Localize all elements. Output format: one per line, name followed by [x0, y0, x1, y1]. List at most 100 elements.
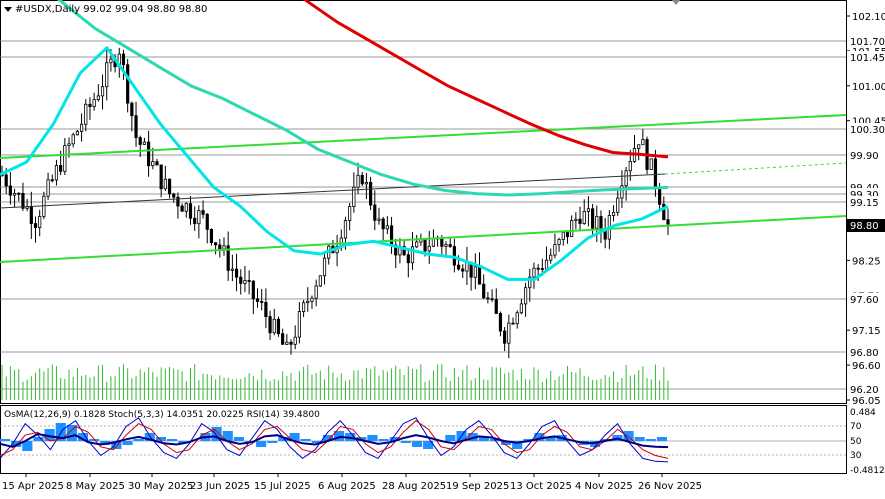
level-tag-label: 99.15 [850, 198, 879, 209]
candle-body [159, 164, 163, 190]
ma-fast-line [0, 46, 669, 281]
candle-body [176, 196, 180, 207]
candle-body [105, 62, 109, 88]
osma-bar [144, 433, 155, 441]
middle-trend-line [0, 173, 666, 209]
ma-slow-line [302, 0, 669, 159]
svg-text:#USDX,Daily 99.02 99.04 98.80: #USDX,Daily 99.02 99.04 98.80 98.80 [15, 4, 207, 15]
middle-trend-extension [664, 162, 847, 175]
candle-body [126, 64, 130, 104]
candle-body [264, 301, 268, 318]
candle-body [352, 186, 356, 207]
indicator-axis: 0.484 70 50 30 -0.4812 [850, 408, 885, 476]
candle-body [226, 245, 230, 271]
time-tick-label: 26 Nov 2025 [638, 481, 702, 492]
candle-body [369, 181, 373, 206]
level-tag-bg [847, 293, 885, 305]
candle-body [658, 186, 662, 205]
candle-body [549, 254, 553, 261]
chevron-down-icon[interactable] [4, 7, 12, 12]
osma-bar [66, 425, 77, 441]
time-tick-label: 15 Jul 2025 [254, 481, 311, 492]
osma-bar [0, 439, 11, 441]
current-price-tag: 98.80 [847, 219, 885, 232]
osma-bar [44, 429, 55, 441]
candle-body [285, 341, 289, 345]
osma-bar [478, 437, 489, 441]
candle-body [42, 195, 46, 217]
time-tick-label: 6 Aug 2025 [318, 481, 376, 492]
candle-body [494, 299, 498, 314]
candle-body [205, 213, 209, 230]
candle-body [188, 203, 193, 219]
candle-body [281, 333, 285, 345]
osma-bar [11, 441, 22, 447]
candle-body [557, 239, 561, 246]
candle-body [301, 302, 306, 313]
candle-body [75, 130, 79, 136]
candle-body [616, 197, 620, 213]
candle-body [218, 244, 222, 250]
candle-body [389, 225, 394, 246]
candle-body [239, 276, 243, 284]
indicator-tick-label: 70 [850, 422, 862, 432]
chart-header: #USDX,Daily 99.02 99.04 98.80 98.80 [4, 4, 207, 15]
candle-body [272, 318, 276, 334]
candle-body [532, 267, 536, 278]
candle-body [586, 208, 591, 212]
osma-bar [367, 435, 378, 441]
osma-bar [122, 441, 133, 445]
osma-bar [77, 433, 89, 441]
shift-marker-icon[interactable] [672, 0, 680, 5]
candle-body [536, 267, 540, 270]
candle-body [348, 206, 352, 221]
candle-body [17, 192, 21, 195]
time-tick-label: 4 Nov 2025 [575, 481, 633, 492]
stoch-signal-line [0, 420, 669, 459]
candle-body [310, 297, 314, 302]
time-tick-label: 13 Oct 2025 [510, 481, 572, 492]
level-lines [0, 40, 846, 390]
candle-body [582, 211, 586, 224]
indicator-tick-label: 50 [850, 437, 862, 447]
candle-body [423, 238, 427, 252]
osma-bar [590, 441, 601, 447]
candle-body [624, 170, 628, 187]
candle-body [427, 245, 431, 252]
candle-body [544, 259, 549, 270]
osma-bar [256, 441, 267, 447]
candle-body [260, 301, 264, 303]
candle-body [8, 185, 12, 196]
candle-body [138, 137, 142, 145]
candle-body [255, 298, 260, 302]
level-tag-bg [847, 123, 885, 135]
candle-body [595, 216, 599, 229]
candle-body [653, 158, 658, 188]
candle-body [197, 210, 201, 225]
level-tag-bg [847, 149, 885, 161]
candle-body [620, 185, 624, 199]
timeframe-label: Daily [55, 4, 80, 15]
osma-bar [55, 423, 66, 441]
level-tag-label: 96.20 [850, 385, 879, 396]
candle-body [184, 203, 188, 212]
osma-bar [89, 439, 100, 441]
price-tick-label: 97.15 [852, 326, 881, 337]
candle-body [50, 179, 54, 182]
candle-body [163, 178, 167, 190]
candle-body [440, 238, 444, 247]
candle-body [523, 287, 528, 305]
candle-body [134, 115, 138, 138]
candle-body [247, 280, 251, 282]
candle-body [33, 223, 38, 228]
candle-body [611, 211, 616, 216]
candle-body [322, 257, 327, 277]
osma-bar [512, 441, 523, 449]
ma-mid-line [57, 0, 669, 197]
candle-body [79, 123, 84, 132]
candle-body [444, 244, 448, 247]
candle-body [209, 228, 214, 244]
